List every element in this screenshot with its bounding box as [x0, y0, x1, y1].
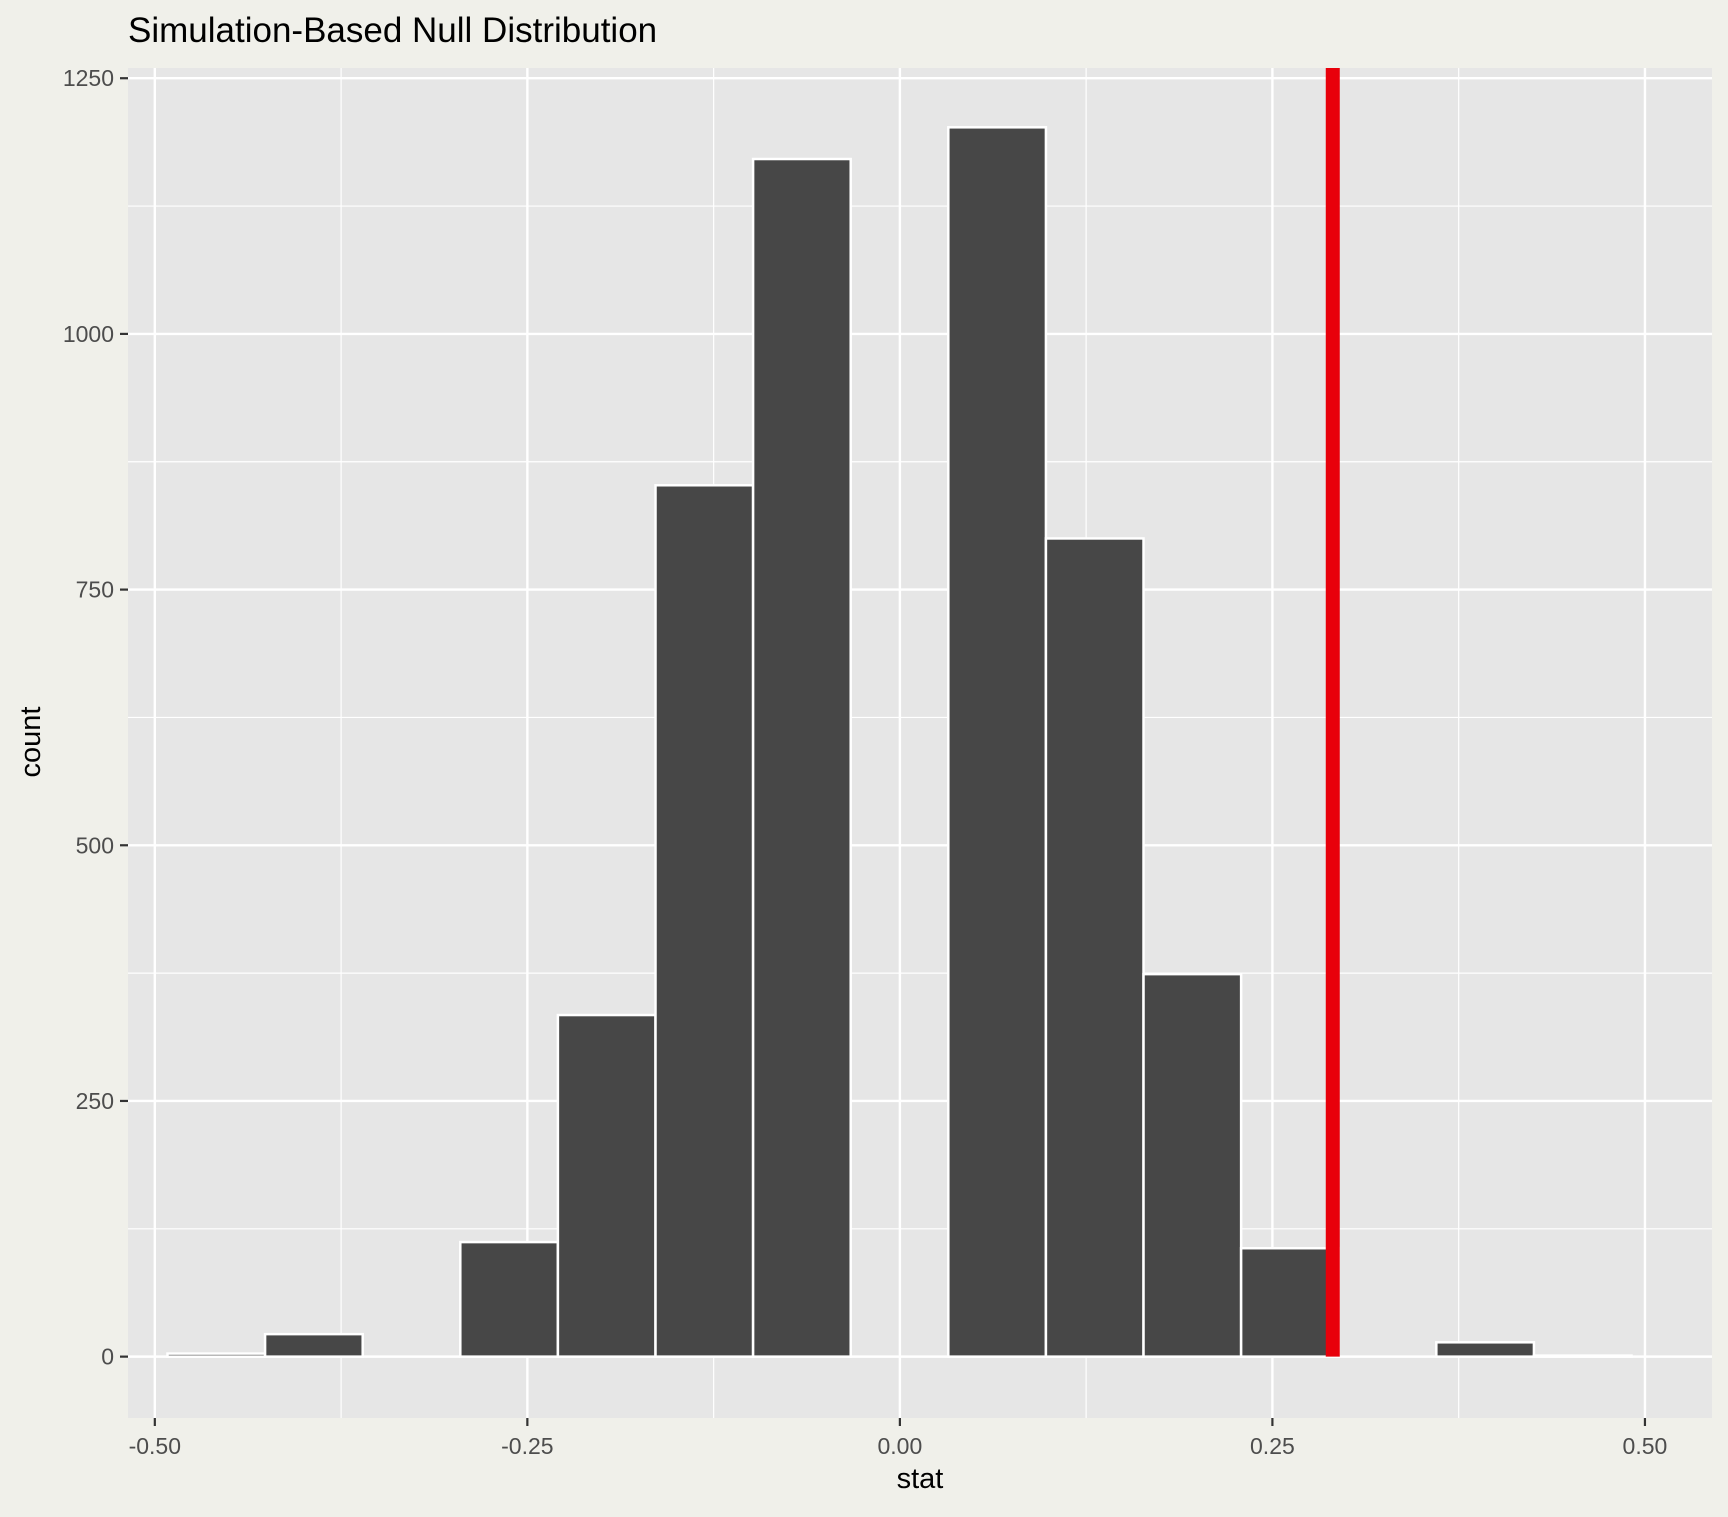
- chart-title: Simulation-Based Null Distribution: [128, 11, 657, 50]
- x-axis-label: stat: [897, 1463, 944, 1495]
- histogram-bar: [654, 484, 755, 1358]
- x-tick-label: -0.25: [501, 1433, 553, 1459]
- histogram-bar: [1239, 1246, 1340, 1358]
- histogram-bar: [1532, 1354, 1633, 1358]
- x-tick-label: 0.00: [878, 1433, 923, 1459]
- histogram-bar: [1435, 1341, 1536, 1358]
- y-tick-label: 750: [76, 577, 114, 603]
- plot-layer: [120, 68, 1712, 1426]
- histogram-bar: [459, 1240, 560, 1358]
- y-axis-label: count: [15, 707, 47, 778]
- x-tick-label: 0.25: [1250, 1433, 1295, 1459]
- y-tick-label: 250: [76, 1088, 114, 1114]
- histogram-bar: [556, 1013, 657, 1358]
- histogram-bar: [947, 126, 1048, 1358]
- histogram-bar: [166, 1352, 267, 1358]
- histogram-bar: [751, 157, 852, 1358]
- histogram-bar: [263, 1332, 364, 1358]
- y-tick-label: 1250: [63, 65, 114, 91]
- histogram-bar: [1044, 537, 1145, 1358]
- y-tick-label: 0: [101, 1344, 114, 1370]
- x-tick-label: -0.50: [129, 1433, 181, 1459]
- histogram-bar: [1142, 972, 1243, 1358]
- y-tick-label: 1000: [63, 321, 114, 347]
- x-tick-label: 0.50: [1623, 1433, 1668, 1459]
- y-tick-label: 500: [76, 832, 114, 858]
- plot-panel: [128, 68, 1712, 1418]
